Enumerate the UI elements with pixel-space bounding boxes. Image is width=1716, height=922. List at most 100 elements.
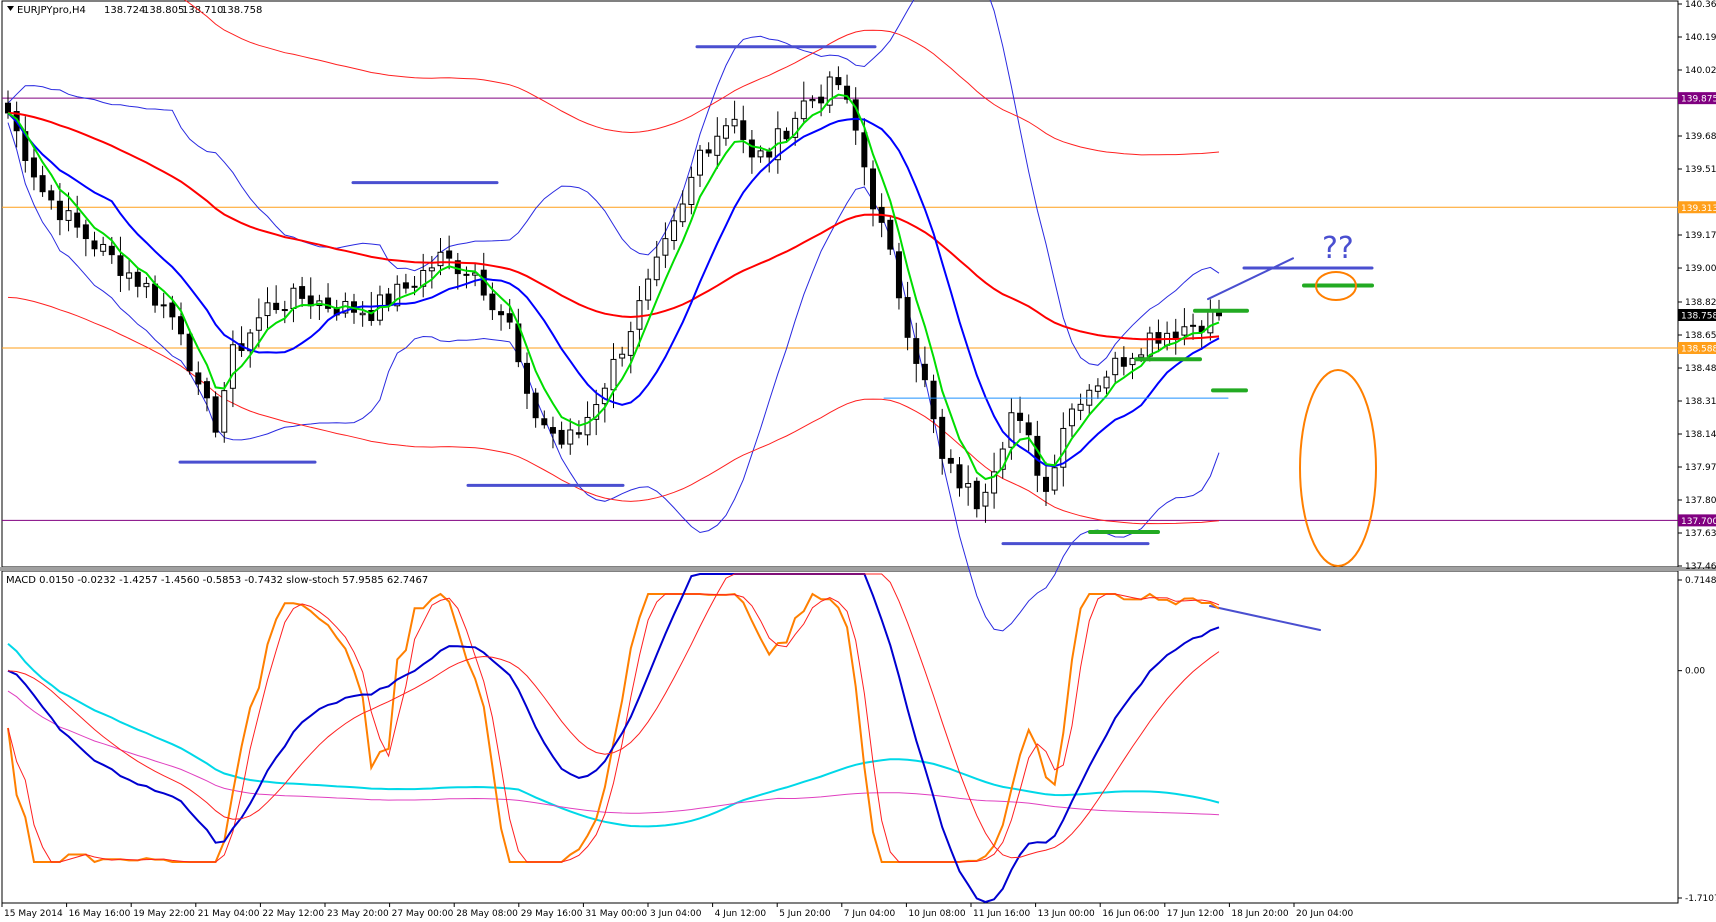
candle	[705, 142, 712, 157]
bollinger-upper-line	[7, 0, 1220, 366]
candle	[325, 283, 332, 313]
candle	[255, 298, 262, 348]
candle	[212, 391, 219, 438]
chart-menu-triangle-icon	[7, 6, 14, 11]
time-tick-label: 22 May 12:00	[262, 909, 324, 919]
candle	[169, 295, 176, 330]
stoch-signal-line	[7, 593, 1220, 863]
price-tick-label: 140.020	[1685, 66, 1716, 76]
horizontal-levels: 139.875 139.313 138.588 137.700 138.758	[2, 92, 1716, 527]
price-tick-label: 139.680	[1685, 132, 1716, 142]
ohlc-low: 138.710	[182, 5, 223, 16]
long-signal-magenta-line	[7, 690, 1220, 816]
candle	[722, 118, 729, 146]
candle	[82, 219, 89, 257]
price-tick-label: 138.825	[1685, 298, 1716, 308]
candle	[402, 273, 409, 294]
candle	[74, 195, 81, 238]
ohlc-close: 138.758	[221, 5, 262, 16]
long-signal-cyan-line	[7, 643, 1220, 828]
level-label-1: 139.313	[1681, 204, 1716, 214]
candle	[229, 330, 236, 408]
highlight-ellipse-large[interactable]	[1299, 369, 1377, 567]
candle	[299, 276, 306, 307]
level-label-2: 138.588	[1681, 344, 1716, 354]
trend-line[interactable]	[1207, 257, 1294, 301]
macd-signal-line	[7, 573, 1220, 859]
time-axis: 15 May 2014 16 May 16:00 19 May 22:00 21 Ma…	[1, 903, 1353, 919]
candle	[895, 242, 902, 310]
moving-averages	[7, 93, 1220, 481]
ma-slow-line	[7, 111, 1220, 341]
bollinger-lower-line	[7, 122, 1220, 632]
level-tag-1	[1678, 201, 1716, 214]
candle	[100, 236, 107, 256]
candle	[117, 236, 124, 292]
time-tick-label: 11 Jun 16:00	[973, 909, 1030, 919]
candle	[826, 71, 833, 113]
candle	[965, 465, 972, 506]
candle	[731, 100, 738, 134]
candle	[541, 410, 548, 429]
time-tick-label: 20 Jun 04:00	[1296, 909, 1353, 919]
candle	[273, 285, 280, 314]
candle	[1017, 396, 1024, 434]
candle	[947, 449, 954, 474]
indicator-divergence-line[interactable]	[1209, 605, 1321, 631]
indicator-lines	[7, 573, 1220, 904]
time-tick-label: 21 May 04:00	[198, 909, 260, 919]
candle	[887, 216, 894, 255]
time-tick-label: 31 May 00:00	[585, 909, 647, 919]
time-tick-label: 10 Jun 08:00	[908, 909, 965, 919]
candle	[134, 267, 141, 298]
ohlc-open: 138.724	[104, 5, 145, 16]
candle	[186, 328, 193, 375]
candle	[991, 452, 998, 509]
candle	[1155, 319, 1162, 353]
candle	[428, 255, 435, 289]
level-tag-3	[1678, 514, 1716, 527]
pane-separator[interactable]	[0, 567, 1716, 571]
time-tick-label: 16 May 16:00	[69, 909, 131, 919]
candle	[913, 322, 920, 383]
highlight-ellipse-small[interactable]	[1315, 271, 1357, 301]
candle	[1051, 454, 1058, 495]
time-tick-label: 13 Jun 00:00	[1038, 909, 1095, 919]
indicator-axis: 0.7148 0.00 -1.7107	[1678, 576, 1716, 904]
price-axis: 140.360 140.190 140.020 139.680 139.510 139.1…	[1678, 0, 1716, 572]
candle	[506, 299, 513, 330]
candle	[532, 388, 539, 428]
current-price-label: 138.758	[1681, 311, 1716, 321]
annotations[interactable]: ??	[178, 45, 1377, 631]
price-tick-label: 138.145	[1685, 430, 1716, 440]
candle	[359, 301, 366, 327]
candle	[714, 117, 721, 169]
time-tick-label: 3 Jun 04:00	[650, 909, 702, 919]
price-tick-label: 139.510	[1685, 165, 1716, 175]
indicator-tick-label: -1.7107	[1685, 894, 1716, 904]
time-tick-label: 7 Jun 04:00	[844, 909, 896, 919]
price-tick-label: 137.635	[1685, 529, 1716, 539]
level-tag-0	[1678, 92, 1716, 105]
candle	[368, 291, 375, 326]
time-tick-label: 17 Jun 12:00	[1167, 909, 1224, 919]
candle	[446, 235, 453, 270]
indicator-tick-label: 0.7148	[1685, 576, 1716, 586]
candle	[1120, 346, 1127, 376]
candle	[645, 268, 652, 310]
candle	[30, 145, 37, 191]
candle	[126, 259, 133, 291]
candle	[39, 165, 46, 197]
price-tick-label: 138.315	[1685, 397, 1716, 407]
candle	[662, 222, 669, 268]
candle	[973, 477, 980, 518]
price-tick-label: 139.170	[1685, 231, 1716, 241]
candle	[1190, 313, 1197, 340]
candle	[143, 277, 150, 299]
candle	[575, 420, 582, 439]
candle	[1103, 370, 1110, 395]
candle	[671, 207, 678, 250]
candle	[437, 237, 444, 276]
candle	[809, 95, 816, 109]
